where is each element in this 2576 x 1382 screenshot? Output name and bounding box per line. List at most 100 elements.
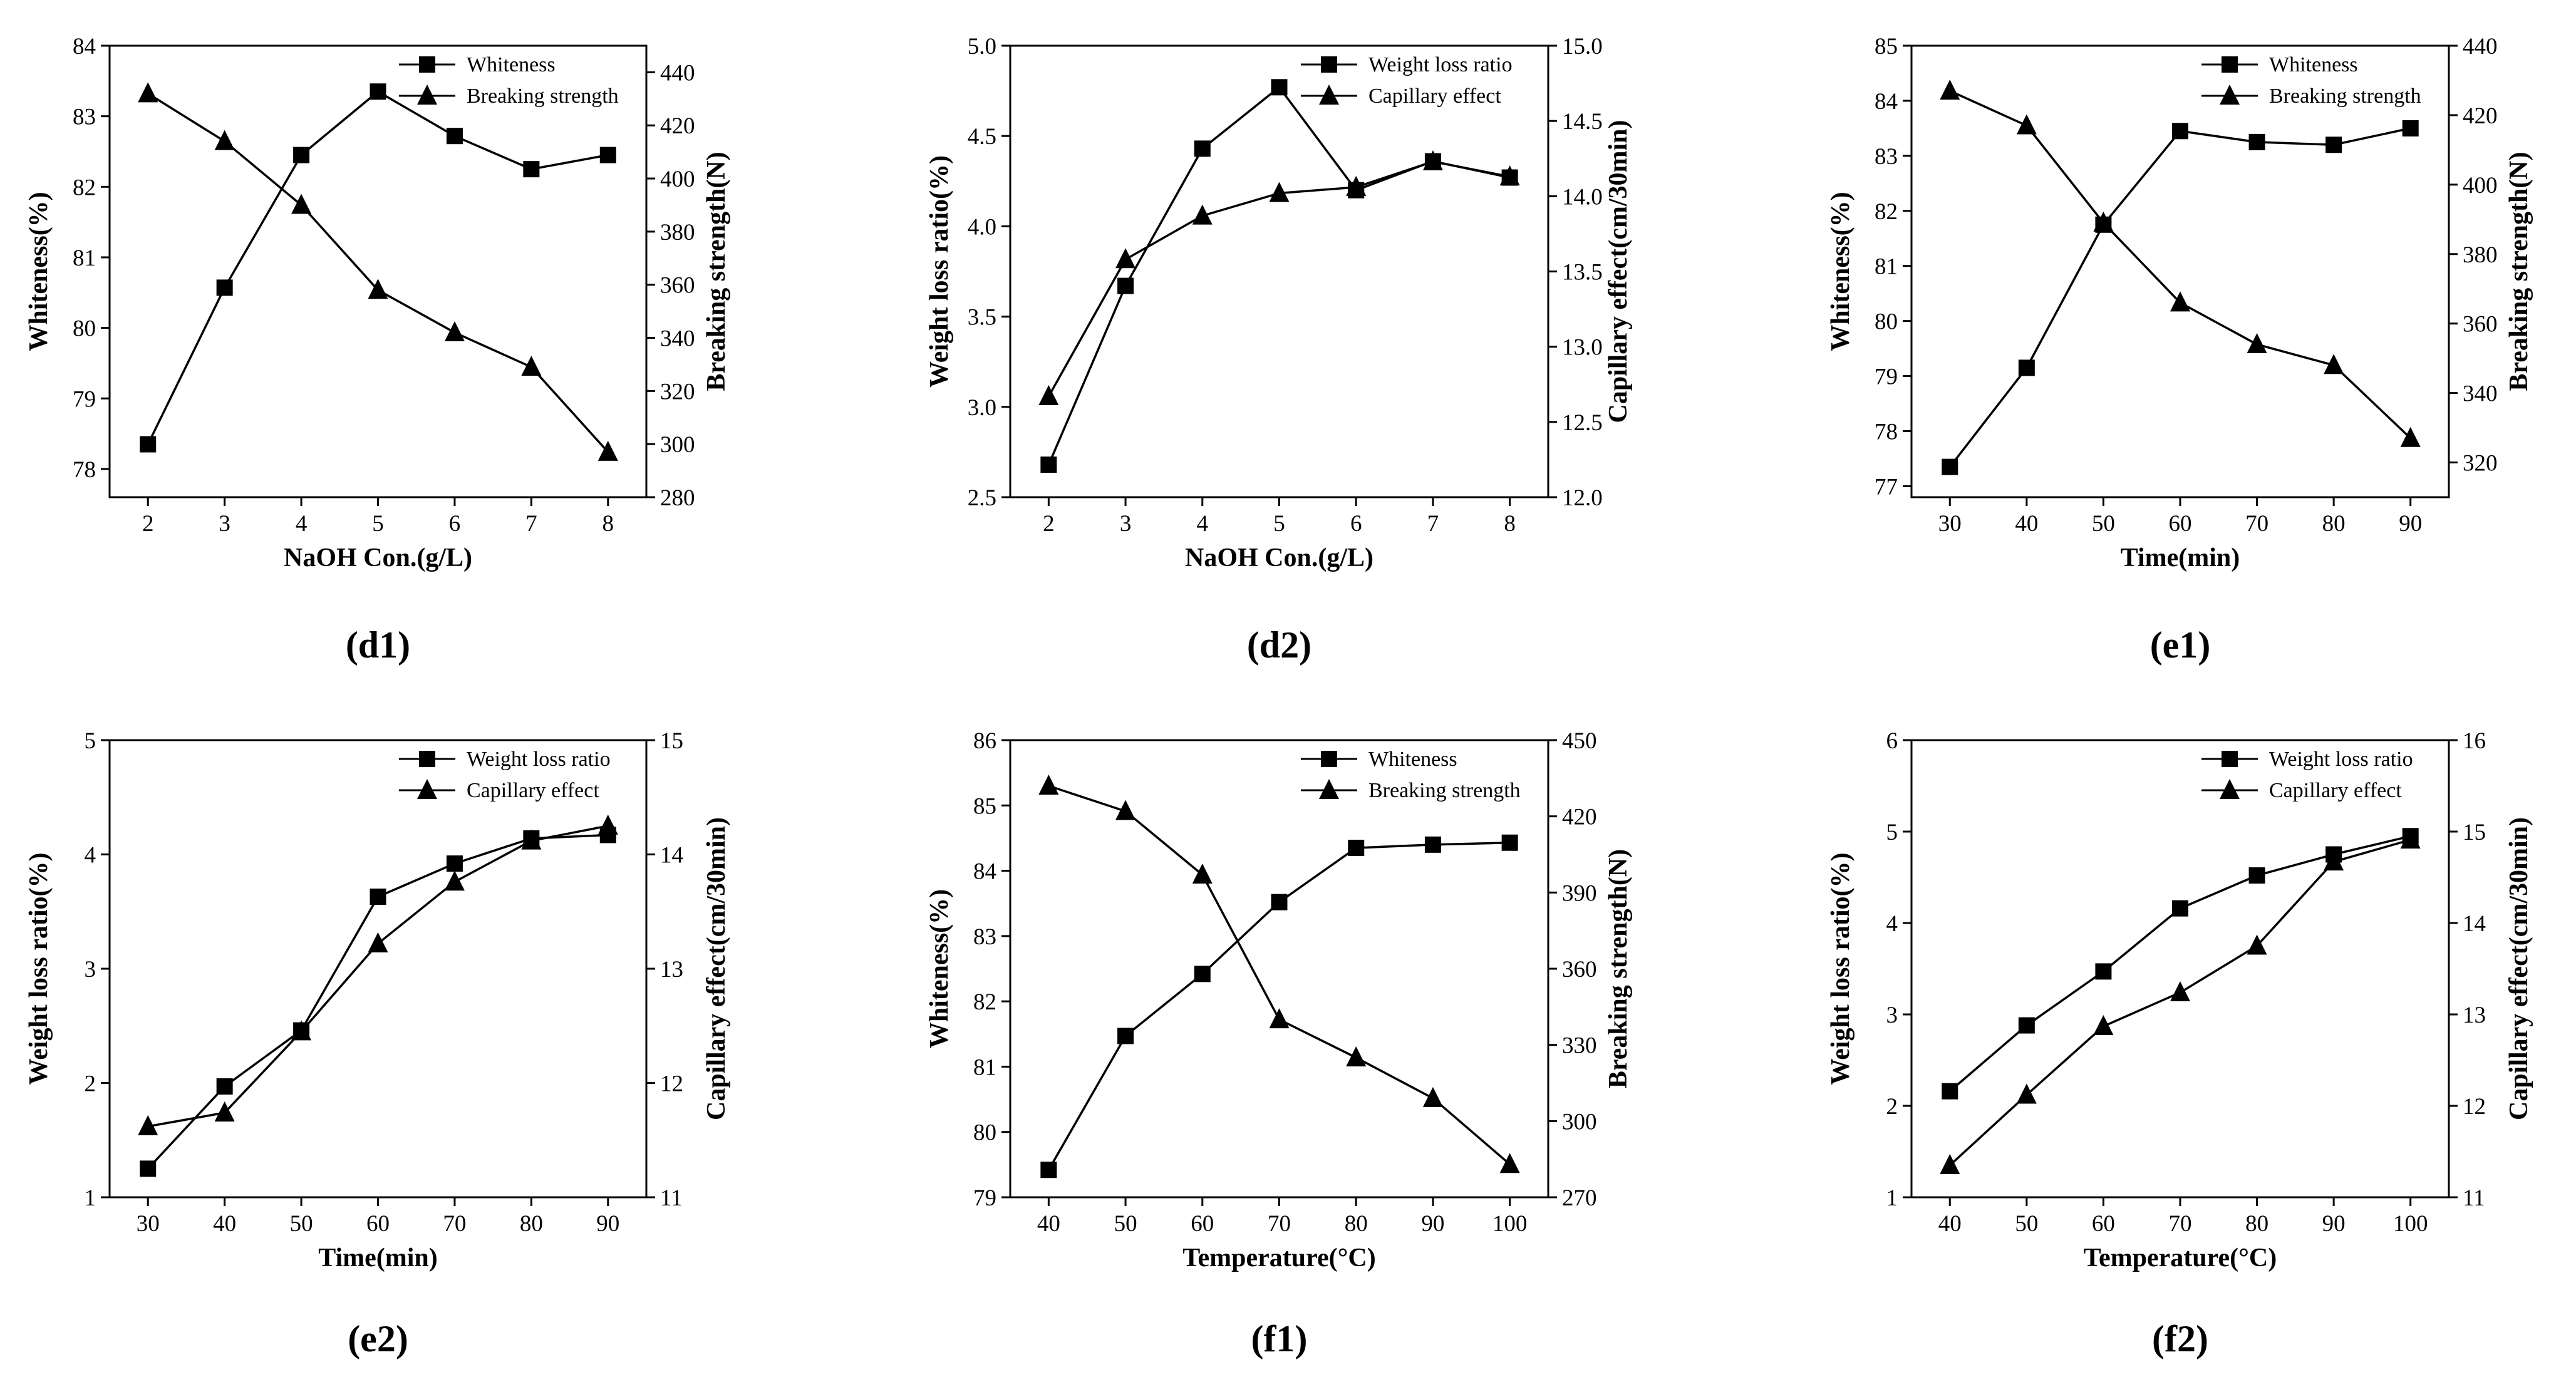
data-point (1269, 182, 1290, 202)
data-point (1040, 456, 1057, 473)
chart-panel-e1: 30 40 50 60 70 80 90 77 78 79 80 81 82 83 84 85 320 340 36… (1826, 34, 2533, 666)
data-point (2016, 114, 2037, 135)
right-axis-title: Breaking strength(N) (1604, 849, 1633, 1088)
right-y-tick-label: 14.5 (1562, 109, 1603, 135)
right-y-tick-label: 14 (660, 843, 683, 869)
data-point (2018, 359, 2035, 376)
legend-label: Breaking strength (467, 85, 619, 108)
data-point (370, 83, 386, 100)
data-point (216, 1078, 233, 1095)
left-axis-title: Weight loss ratio(%) (24, 853, 53, 1085)
data-point (1271, 894, 1288, 910)
right-y-tick-label: 450 (1562, 728, 1597, 754)
x-tick-label: 3 (1120, 511, 1132, 537)
right-y-tick-label: 14.0 (1562, 184, 1603, 210)
x-tick-label: 50 (290, 1211, 313, 1237)
left-y-tick-label: 82 (73, 175, 96, 200)
plot-frame (108, 739, 648, 1199)
legend-label: Breaking strength (1368, 779, 1521, 802)
right-y-tick-label: 12.5 (1562, 410, 1603, 436)
left-y-tick-label: 4.0 (968, 214, 996, 240)
data-point (1192, 863, 1213, 884)
x-tick-label: 50 (2015, 1211, 2038, 1237)
left-y-tick-label: 4 (1886, 911, 1898, 937)
legend-marker (417, 85, 437, 105)
x-tick-label: 4 (296, 511, 308, 537)
x-tick-label: 4 (1197, 511, 1209, 537)
right-y-tick-label: 330 (1562, 1033, 1597, 1059)
left-y-tick-label: 5 (85, 728, 96, 754)
right-y-tick-label: 11 (2463, 1185, 2485, 1211)
right-y-tick-label: 420 (1562, 805, 1597, 830)
left-axis-title: Whiteness(%) (1826, 192, 1855, 351)
x-tick-label: 80 (2322, 511, 2346, 537)
left-y-tick-label: 84 (973, 859, 996, 885)
left-y-tick-label: 85 (1875, 34, 1898, 59)
data-point (1038, 775, 1059, 795)
x-tick-label: 3 (219, 511, 230, 537)
right-y-tick-label: 380 (660, 220, 695, 245)
data-point (523, 161, 540, 178)
data-point (1346, 1046, 1367, 1066)
x-tick-label: 100 (2393, 1211, 2428, 1237)
chart-panel-f1: 40 50 60 70 80 90 100 79 80 81 82 83 84 85 86 270 300 330… (925, 728, 1633, 1359)
x-tick-label: 40 (1037, 1211, 1060, 1237)
x-tick-label: 70 (1268, 1211, 1291, 1237)
chart-panel-d2: 2 3 4 5 6 7 8 2.5 3.0 3.5 4.0 4.5 5.0 12.0 12.5 13.0 13.… (925, 34, 1633, 666)
x-tick-label: 60 (1191, 1211, 1214, 1237)
right-y-tick-label: 440 (2463, 34, 2498, 59)
right-y-tick-label: 13 (660, 957, 683, 982)
data-point (2324, 354, 2344, 374)
data-point (2095, 963, 2112, 980)
left-axis-title: Weight loss ratio(%) (925, 155, 954, 388)
x-axis-title: Time(min) (318, 1244, 438, 1272)
data-point (2324, 850, 2344, 871)
x-tick-label: 40 (2015, 511, 2038, 537)
data-point (1115, 248, 1136, 269)
x-tick-label: 70 (2245, 511, 2268, 537)
legend-marker (417, 779, 437, 799)
chart-panel-f2: 40 50 60 70 80 90 100123456111213141516Tempera… (1826, 728, 2533, 1359)
legend-label: Capillary effect (2269, 779, 2402, 802)
x-axis-title: Temperature(°C) (1182, 1244, 1375, 1272)
panel-label-e2: (e2) (348, 1318, 408, 1359)
plot-frame (1910, 739, 2450, 1199)
left-axis-title: Whiteness(%) (925, 889, 954, 1048)
right-y-tick-label: 300 (1562, 1109, 1597, 1135)
x-tick-label: 50 (1114, 1211, 1137, 1237)
left-y-tick-label: 5.0 (968, 34, 996, 59)
x-tick-label: 60 (2092, 1211, 2115, 1237)
legend-label: Weight loss ratio (1368, 53, 1513, 76)
left-y-tick-label: 79 (973, 1185, 996, 1211)
x-tick-label: 6 (1350, 511, 1362, 537)
left-y-tick-label: 83 (973, 924, 996, 950)
x-tick-label: 8 (603, 511, 614, 537)
x-tick-label: 8 (1504, 511, 1516, 537)
legend-marker (2222, 56, 2238, 73)
left-y-tick-label: 86 (973, 728, 996, 754)
left-y-tick-label: 2 (85, 1071, 96, 1097)
right-y-tick-label: 12.0 (1562, 485, 1603, 511)
data-point (1422, 150, 1443, 171)
data-point (597, 440, 618, 461)
left-y-tick-label: 79 (1875, 364, 1898, 390)
x-tick-label: 60 (366, 1211, 390, 1237)
data-point (446, 855, 463, 872)
series-line-whiteness (147, 90, 609, 445)
right-y-tick-label: 420 (2463, 103, 2498, 129)
legend-marker (2220, 779, 2240, 799)
data-point (138, 82, 158, 103)
data-point (1192, 204, 1213, 225)
plot-frame (1910, 44, 2450, 498)
data-point (2172, 123, 2188, 140)
data-point (2016, 1083, 2037, 1104)
right-axis-title: Capillary effect(cm/30min) (2505, 817, 2533, 1120)
data-point (1348, 840, 1365, 857)
x-tick-label: 80 (2245, 1211, 2268, 1237)
x-tick-label: 30 (137, 1211, 160, 1237)
right-y-tick-label: 12 (2463, 1094, 2486, 1120)
data-point (1499, 165, 1520, 186)
data-point (2400, 828, 2421, 849)
x-tick-label: 2 (142, 511, 154, 537)
data-point (521, 356, 542, 376)
